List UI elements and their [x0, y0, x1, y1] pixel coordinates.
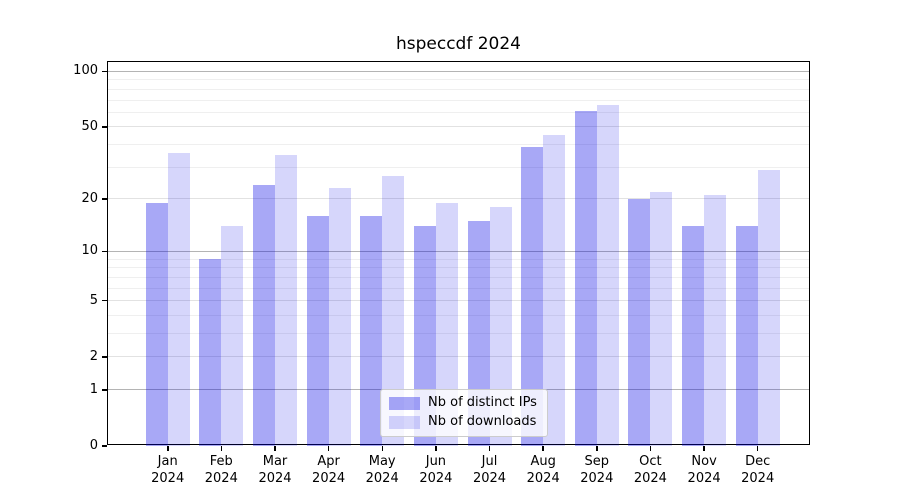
x-tick-apr — [327, 445, 330, 451]
gridline-60 — [108, 111, 809, 113]
gridline-3 — [108, 333, 809, 334]
gridline-9 — [108, 258, 809, 260]
chart-title: hspeccdf 2024 — [395, 34, 522, 54]
bar-downloads-jan — [167, 152, 190, 446]
y-tick-2 — [101, 356, 107, 358]
x-tick-label-oct: Oct 2024 — [633, 454, 667, 486]
legend-label-downloads: Nb of downloads — [428, 414, 537, 429]
bar-distinct-ips-jan — [145, 202, 168, 446]
bar-distinct-ips-sep — [574, 111, 597, 446]
gridline-2 — [108, 356, 809, 358]
x-tick-aug — [542, 445, 544, 451]
bar-downloads-oct — [650, 191, 673, 446]
x-tick-label-jan: Jan 2024 — [151, 454, 185, 486]
gridline-30 — [108, 166, 809, 168]
x-tick-jan — [167, 445, 169, 451]
bar-downloads-nov — [704, 195, 727, 446]
y-tick-1 — [101, 389, 107, 391]
x-tick-may — [381, 445, 383, 451]
gridline-80 — [108, 88, 809, 90]
y-tick-20 — [101, 198, 107, 200]
gridline-90 — [108, 79, 809, 81]
bar-distinct-ips-dec — [735, 226, 758, 446]
y-tick-0 — [101, 445, 107, 447]
x-tick-sep — [596, 445, 598, 451]
y-tick-label-20: 20 — [81, 190, 98, 206]
x-tick-label-jun: Jun 2024 — [419, 454, 453, 486]
plot-area: 0 1 2 5 10 20 50 100 Jan 2024 Feb 2024 Mar 2024 Apr 20… — [73, 61, 810, 486]
bar-distinct-ips-aug — [521, 146, 544, 446]
gridline-40 — [108, 144, 809, 146]
legend-item-distinct-ips: Nb of distinct IPs — [389, 395, 537, 411]
gridline-50 — [108, 126, 809, 128]
bar-downloads-mar — [275, 155, 297, 446]
y-tick-10 — [101, 250, 107, 253]
legend-swatch-downloads — [389, 415, 420, 429]
gridline-5 — [108, 300, 809, 302]
bar-downloads-may — [382, 175, 405, 446]
x-tick-label-aug: Aug 2024 — [526, 454, 560, 486]
y-tick-label-10: 10 — [81, 243, 98, 259]
gridline-10 — [108, 250, 809, 252]
x-tick-label-mar: Mar 2024 — [258, 454, 292, 486]
gridline-20 — [108, 198, 809, 200]
x-tick-oct — [649, 445, 652, 451]
bar-distinct-ips-may — [360, 216, 383, 446]
y-tick-50 — [101, 126, 107, 128]
x-tick-mar — [274, 445, 276, 451]
y-tick-label-2: 2 — [89, 348, 98, 364]
x-tick-dec — [756, 445, 759, 451]
x-tick-feb — [220, 445, 223, 451]
x-tick-label-feb: Feb 2024 — [204, 454, 238, 486]
y-tick-5 — [101, 299, 107, 302]
x-tick-label-sep: Sep 2024 — [580, 454, 614, 486]
y-tick-label-5: 5 — [89, 292, 98, 308]
bar-downloads-jun — [435, 202, 458, 446]
bar-distinct-ips-oct — [628, 198, 651, 446]
bar-distinct-ips-apr — [306, 216, 329, 446]
gridline-70 — [108, 99, 809, 101]
y-tick-label-1: 1 — [89, 381, 98, 397]
x-tick-label-dec: Dec 2024 — [741, 454, 775, 486]
x-tick-nov — [703, 445, 705, 451]
gridline-4 — [108, 314, 809, 316]
y-tick-label-50: 50 — [81, 118, 98, 134]
x-tick-jun — [435, 445, 437, 451]
bar-downloads-jul — [489, 207, 512, 446]
bar-downloads-apr — [328, 188, 351, 446]
bar-downloads-feb — [221, 226, 244, 446]
bar-downloads-sep — [596, 104, 619, 446]
legend: Nb of distinct IPs Nb of downloads — [380, 389, 548, 437]
bar-downloads-dec — [757, 169, 780, 446]
bar-distinct-ips-feb — [199, 259, 222, 446]
legend-item-downloads: Nb of downloads — [389, 414, 537, 430]
bar-distinct-ips-nov — [682, 226, 705, 446]
bar-downloads-aug — [543, 135, 566, 446]
gridline-8 — [108, 267, 809, 269]
x-tick-jul — [488, 445, 491, 451]
legend-label-distinct-ips: Nb of distinct IPs — [428, 395, 537, 410]
x-tick-label-apr: Apr 2024 — [312, 454, 346, 486]
y-tick-label-100: 100 — [73, 63, 98, 79]
legend-swatch-distinct-ips — [389, 396, 420, 410]
y-tick-label-0: 0 — [89, 438, 98, 453]
y-tick-100 — [101, 70, 107, 73]
gridline-7 — [108, 276, 809, 278]
x-tick-label-nov: Nov 2024 — [687, 454, 721, 486]
gridline-6 — [108, 287, 809, 289]
x-tick-label-jul: Jul 2024 — [472, 454, 507, 486]
bar-distinct-ips-mar — [253, 184, 275, 446]
gridline-100 — [108, 70, 809, 72]
x-tick-label-may: May 2024 — [365, 454, 399, 486]
